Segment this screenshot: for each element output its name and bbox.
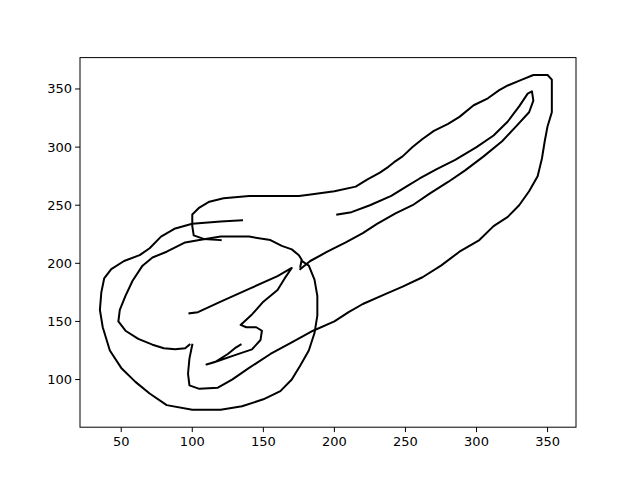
tick-label: 350 (47, 81, 72, 96)
tick-mark (75, 321, 80, 322)
plot-area (100, 75, 552, 410)
tick-mark (75, 263, 80, 264)
tick-label: 100 (180, 434, 205, 449)
tick-label: 300 (47, 140, 72, 155)
tick-label: 200 (47, 256, 72, 271)
tick-mark (192, 427, 193, 432)
tick-label: 50 (113, 434, 130, 449)
tick-label: 150 (251, 434, 276, 449)
tick-mark (263, 427, 264, 432)
tick-mark (75, 379, 80, 380)
tick-label: 300 (464, 434, 489, 449)
line (300, 91, 533, 269)
tick-label: 250 (393, 434, 418, 449)
tick-mark (547, 427, 548, 432)
tick-mark (75, 205, 80, 206)
line (100, 220, 317, 409)
tick-label: 250 (47, 198, 72, 213)
tick-mark (476, 427, 477, 432)
tick-label: 350 (535, 434, 560, 449)
tick-mark (405, 427, 406, 432)
axes-frame (80, 58, 576, 428)
line (189, 268, 291, 364)
tick-label: 200 (322, 434, 347, 449)
tick-label: 150 (47, 314, 72, 329)
tick-label: 100 (47, 372, 72, 387)
tick-mark (75, 88, 80, 89)
tick-mark (121, 427, 122, 432)
chart: 50 100 150 200 250 300 350 100 150 200 250 300 350 (0, 0, 640, 480)
background (0, 0, 640, 480)
tick-mark (334, 427, 335, 432)
line (188, 75, 552, 389)
tick-mark (75, 147, 80, 148)
